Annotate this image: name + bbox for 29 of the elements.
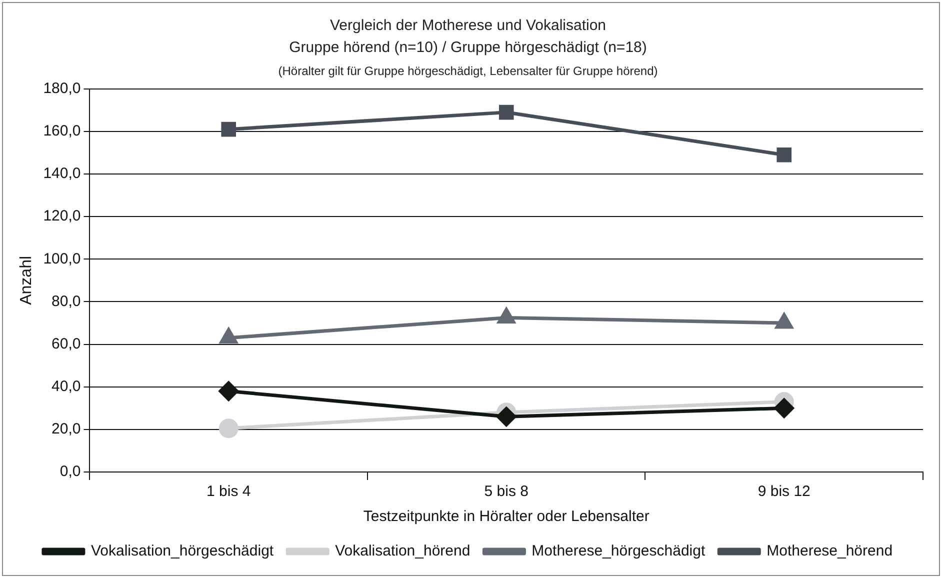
text: (Höralter gilt für Gruppe hörgeschädigt, Lebensalter für Gruppe hörend) [278,64,658,78]
y-tick-label: 20,0 [52,420,81,438]
point [218,418,238,438]
y-tick-label: 100,0 [43,250,81,268]
x-tick-label: 1 bis 4 [206,483,251,500]
point [498,104,514,120]
y-tick-label: 140,0 [43,165,81,182]
legend-label: Motherese_hörend [766,542,893,560]
chart-title: Vergleich der Motherese und Vokalisation [330,17,606,34]
y-tick-label: 40,0 [52,378,81,396]
legend-label: Vokalisation_hörend [335,542,470,560]
point [496,406,516,426]
y-tick-label: 180,0 [43,80,81,98]
x-axis-title: Testzeitpunkte in Höralter oder Lebensalter [363,508,650,526]
x-tick-label: 9 bis 12 [758,483,810,500]
chart-subtitle: Gruppe hörend (n=10) / Gruppe hörgeschädigt (n=18) [289,38,647,56]
legend-label: Vokalisation_hörgeschädigt [90,542,274,560]
point [221,122,236,137]
point [218,381,238,401]
y-axis-title: Anzahl [18,256,36,305]
x-tick-label: 5 bis 8 [484,483,528,500]
point [774,398,794,418]
legend-label: Motherese_hörgeschädigt [532,542,706,560]
y-tick-label: 60,0 [52,335,81,352]
y-tick-label: 0,0 [60,463,81,480]
y-tick-label: 120,0 [43,208,81,225]
point [776,147,792,162]
y-tick-label: 80,0 [52,292,81,310]
y-tick-label: 160,0 [43,122,81,140]
